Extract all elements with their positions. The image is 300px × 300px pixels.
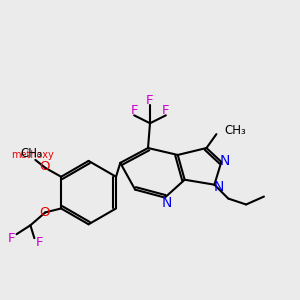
Text: N: N	[220, 154, 230, 168]
Text: F: F	[36, 236, 43, 249]
Text: F: F	[130, 104, 138, 117]
Text: N: N	[213, 180, 224, 194]
Text: O: O	[39, 160, 50, 173]
Text: O: O	[39, 206, 50, 219]
Text: F: F	[146, 94, 154, 107]
Text: F: F	[8, 232, 15, 245]
Text: CH₃: CH₃	[224, 124, 246, 137]
Text: CH₃: CH₃	[20, 148, 42, 160]
Text: F: F	[162, 104, 169, 117]
Text: methoxy: methoxy	[11, 150, 54, 160]
Text: N: N	[162, 196, 172, 209]
